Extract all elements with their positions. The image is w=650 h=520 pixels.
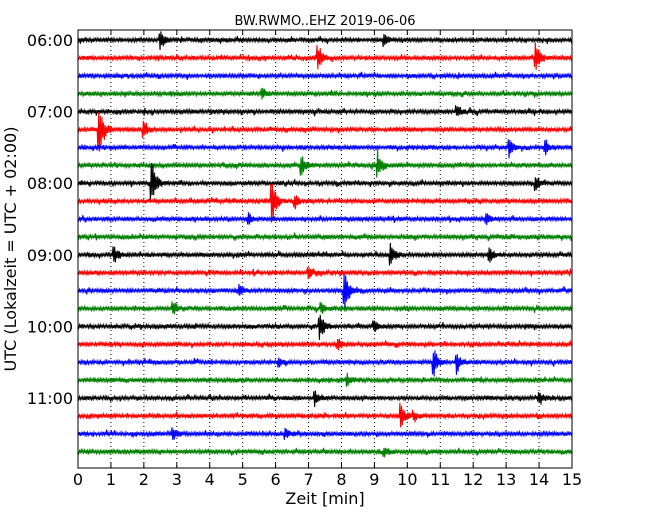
- plot-frame: [77, 29, 573, 469]
- y-tick-label-0800: 08:00: [27, 174, 73, 193]
- y-axis-label: UTC (Lokalzeit = UTC + 02:00): [1, 127, 20, 372]
- trace-0730: [77, 139, 573, 159]
- trace-0700: [77, 105, 573, 117]
- chart-title: BW.RWMO..EHZ 2019-06-06: [234, 14, 415, 29]
- trace-1030: [77, 350, 573, 377]
- x-tick-label-12: 12: [463, 470, 483, 489]
- grid-lines: [110, 30, 540, 468]
- x-tick-label-4: 4: [205, 470, 215, 489]
- trace-0715: [77, 111, 573, 152]
- x-tick-label-1: 1: [106, 470, 116, 489]
- x-tick-label-3: 3: [172, 470, 182, 489]
- x-axis: 0 1 2 3 4 5 6 7 8 9 10 11 12 13 14 15: [73, 30, 582, 489]
- y-tick-label-0600: 06:00: [27, 31, 73, 50]
- trace-0615: [77, 42, 573, 70]
- trace-0915: [77, 266, 573, 280]
- x-tick-label-10: 10: [397, 470, 417, 489]
- trace-1145: [77, 447, 573, 458]
- trace-1130: [77, 427, 573, 441]
- y-tick-label-0700: 07:00: [27, 103, 73, 122]
- trace-0815: [77, 183, 573, 223]
- trace-1000: [77, 314, 573, 340]
- x-tick-label-14: 14: [529, 470, 549, 489]
- x-tick-label-5: 5: [238, 470, 248, 489]
- trace-0645: [77, 87, 573, 100]
- x-tick-label-9: 9: [369, 470, 379, 489]
- x-tick-label-8: 8: [336, 470, 346, 489]
- y-tick-label-0900: 09:00: [27, 246, 73, 265]
- x-tick-label-13: 13: [496, 470, 516, 489]
- trace-0800: [77, 163, 573, 201]
- x-axis-label: Zeit [min]: [285, 489, 364, 508]
- trace-0945: [77, 301, 573, 315]
- trace-1015: [77, 338, 573, 351]
- y-tick-label-1100: 11:00: [27, 389, 73, 408]
- trace-0630: [77, 71, 573, 80]
- x-tick-label-2: 2: [139, 470, 149, 489]
- x-tick-label-0: 0: [73, 470, 83, 489]
- x-tick-label-11: 11: [430, 470, 450, 489]
- y-tick-label-1000: 10:00: [27, 317, 73, 336]
- trace-0830: [77, 212, 573, 226]
- trace-1115: [77, 402, 573, 428]
- trace-group: [77, 31, 573, 458]
- trace-0930: [77, 274, 573, 312]
- trace-1045: [77, 372, 573, 387]
- trace-0900: [77, 242, 573, 266]
- x-tick-label-7: 7: [303, 470, 313, 489]
- trace-0745: [77, 149, 573, 178]
- y-axis: 06:00 07:00 08:00 09:00 10:00 11:00: [27, 31, 572, 408]
- trace-1100: [77, 390, 573, 408]
- x-tick-label-6: 6: [271, 470, 281, 489]
- trace-0600: [77, 31, 573, 51]
- trace-0845: [77, 232, 573, 242]
- x-tick-label-15: 15: [562, 470, 582, 489]
